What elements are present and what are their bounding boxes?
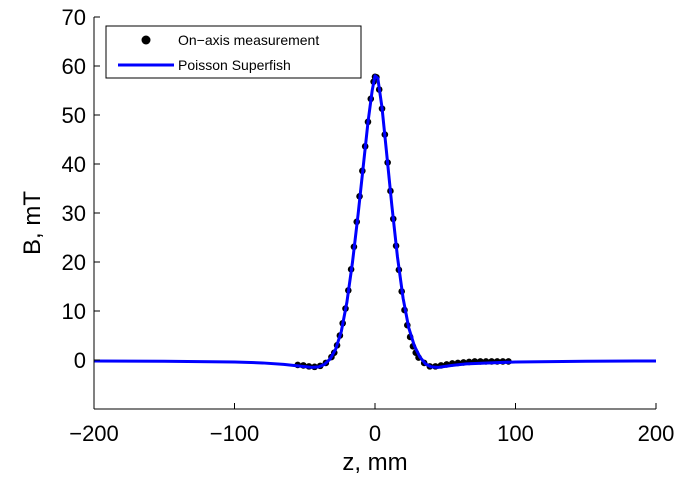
x-tick-label: 100 [497,421,534,446]
y-tick-label: 30 [62,201,86,226]
y-tick-label: 20 [62,250,86,275]
legend: On−axis measurement Poisson Superfish [105,25,362,79]
axes: −200 −100 0 100 200 0 10 20 30 40 50 60 70 [62,5,675,446]
x-tick-label: 0 [369,421,381,446]
x-tick-label: −100 [210,421,260,446]
plot-area [93,73,657,371]
y-axis-title: B, mT [19,191,46,255]
legend-marker-on-axis-measurement [141,35,151,45]
y-tick-label: 70 [62,5,86,30]
y-tick-label: 60 [62,54,86,79]
x-axis-title: z, mm [342,449,407,476]
x-tick-label: 200 [638,421,675,446]
y-tick-label: 40 [62,152,86,177]
y-tick-label: 0 [74,348,86,373]
legend-entry-poisson-superfish: Poisson Superfish [178,57,291,73]
series-line-poisson-superfish [93,74,657,369]
legend-entry-on-axis-measurement: On−axis measurement [178,32,319,48]
y-tick-label: 50 [62,103,86,128]
x-tick-label: −200 [69,421,119,446]
y-tick-label: 10 [62,299,86,324]
legend-box [105,25,362,79]
